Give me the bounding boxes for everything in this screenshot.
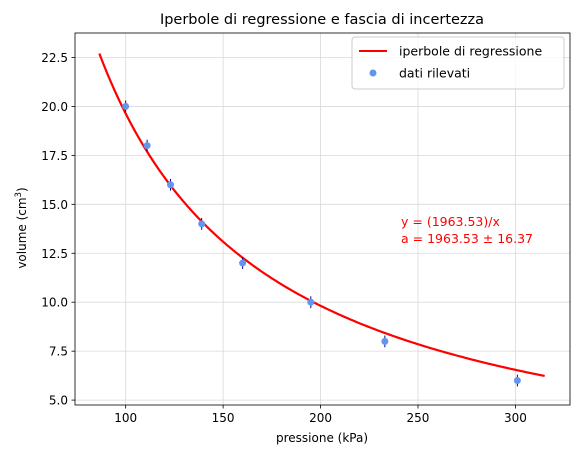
data-point-marker [307,298,315,306]
data-point [381,335,389,348]
chart-title: Iperbole di regressione e fascia di ince… [160,12,484,28]
data-point [166,178,174,191]
legend-box [351,36,565,90]
data-point-marker [166,181,174,189]
legend-label-points: dati rilevati [399,66,470,81]
axis-ticks: 100 150 200 250 300 5.0 7.5 10.0 12.5 15.0 17.5 20.… [41,51,527,425]
y-tick-label: 22.5 [41,51,68,65]
y-tick-label: 15.0 [41,198,68,212]
data-point-marker [513,377,521,385]
legend-marker-swatch [369,69,377,77]
legend: iperbole di regressione dati rilevati [351,36,565,90]
x-axis-label: pressione (kPa) [276,431,368,445]
data-point-marker [381,337,389,345]
y-tick-label: 20.0 [41,100,68,114]
data-point-marker [122,102,130,110]
y-axis-label: volume (cm3) [14,187,29,268]
x-tick-label: 300 [504,411,527,425]
y-axis-label-superscript: 3 [14,192,24,197]
data-point [513,374,521,387]
regression-curve [98,53,545,378]
x-tick-label: 200 [309,411,332,425]
x-tick-label: 100 [114,411,137,425]
y-tick-label: 12.5 [41,247,68,261]
data-point [307,296,315,309]
regression-curve-layer [98,53,545,378]
y-axis-label-text: volume (cm [15,197,29,268]
data-point-marker [239,259,247,267]
data-point [122,100,130,113]
plot-frame [74,32,571,406]
y-tick-label: 5.0 [49,394,68,408]
x-tick-label: 150 [212,411,235,425]
fit-equation-text: y = (1963.53)/x [401,214,500,229]
y-tick-label: 17.5 [41,149,68,163]
data-point-marker [143,142,151,150]
y-tick-label: 10.0 [41,296,68,310]
y-axis-label-close: ) [15,187,29,192]
data-point [198,218,206,230]
fit-parameter-text: a = 1963.53 ± 16.37 [401,231,533,246]
data-point-marker [198,220,206,228]
data-points-layer [122,100,521,387]
y-tick-label: 7.5 [49,345,68,359]
data-point [239,257,247,269]
x-tick-label: 250 [407,411,430,425]
legend-label-curve: iperbole di regressione [399,44,542,59]
data-point [143,139,151,152]
fit-annotation: y = (1963.53)/x a = 1963.53 ± 16.37 [401,214,533,246]
